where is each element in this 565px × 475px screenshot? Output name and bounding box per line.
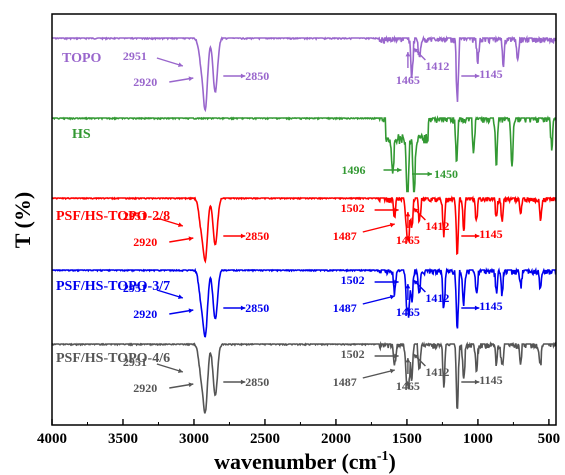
- peak-label-2-1: 2920: [133, 235, 157, 249]
- peak-label-0-4: 1412: [425, 59, 449, 73]
- peak-arrowhead-3-1: [188, 308, 194, 314]
- peak-label-3-3: 1502: [341, 273, 365, 287]
- series-label-0: TOPO: [62, 51, 102, 66]
- peak-arrowhead-2-6: [413, 208, 419, 213]
- x-axis-title-main: wavenumber (cm: [214, 449, 377, 474]
- peak-arrowhead-2-3: [394, 207, 399, 213]
- peak-arrowhead-3-3: [394, 279, 399, 285]
- peak-label-2-5: 1465: [396, 233, 420, 247]
- x-tick-label-3: 2500: [250, 431, 280, 447]
- peak-label-3-5: 1465: [396, 305, 420, 319]
- x-axis-title: wavenumber (cm-1): [214, 449, 396, 474]
- peak-label-0-1: 2920: [133, 75, 157, 89]
- peak-arrowhead-4-6: [188, 382, 194, 388]
- peak-label-4-3: 1412: [425, 365, 449, 379]
- peak-label-3-2: 2850: [245, 301, 269, 315]
- peak-arrow-3-0: [156, 289, 184, 299]
- peak-arrowhead-3-7: [474, 305, 480, 311]
- peak-label-0-5: 1145: [479, 67, 502, 81]
- peak-label-1-0: 1496: [342, 163, 366, 177]
- series-line-0: [51, 34, 557, 113]
- peak-label-2-4: 1487: [333, 229, 357, 243]
- peak-arrow-0-0: [156, 57, 184, 67]
- peak-arrowhead-3-4: [389, 294, 395, 300]
- peak-label-2-6: 1412: [425, 219, 449, 233]
- peak-arrowhead-0-1: [188, 76, 194, 82]
- peak-label-3-6: 1412: [425, 291, 449, 305]
- x-axis-title-close: ): [389, 449, 396, 474]
- peak-arrowhead-1-0: [397, 167, 402, 173]
- peak-label-4-6: 2920: [133, 381, 157, 395]
- x-tick-label-5: 1500: [392, 431, 422, 447]
- peak-label-4-5: 2951: [123, 355, 147, 369]
- x-tick-label-2: 3000: [179, 431, 209, 447]
- peak-arrowhead-2-5: [405, 212, 411, 217]
- peak-arrowhead-0-4: [413, 48, 419, 53]
- x-tick-label-6: 1000: [463, 431, 493, 447]
- series-label-1: HS: [72, 127, 91, 142]
- series-label-2: PSF/HS-TOPO-2/8: [56, 209, 170, 224]
- peak-label-2-0: 2951: [123, 209, 147, 223]
- peak-label-2-2: 2850: [245, 229, 269, 243]
- peak-label-0-2: 2850: [245, 69, 269, 83]
- label-layer: TOPO 2951 2920 2850 1465 1412 1145 HS 1496 1450 PS…: [56, 47, 503, 395]
- peak-label-0-0: 2951: [123, 49, 147, 63]
- plot-frame: [51, 13, 557, 426]
- series-layer: [51, 34, 557, 414]
- peak-arrowhead-4-1: [389, 368, 395, 374]
- peak-arrowhead-2-2: [240, 233, 246, 239]
- peak-arrow-2-0: [156, 217, 184, 227]
- peak-label-4-1: 1487: [333, 375, 357, 389]
- peak-arrowhead-0-2: [240, 73, 246, 79]
- peak-arrowhead-3-6: [413, 280, 419, 285]
- peak-arrowhead-0-5: [474, 73, 480, 79]
- peak-arrowhead-0-3: [405, 52, 411, 57]
- x-tick-label-1: 3500: [108, 431, 138, 447]
- peak-label-0-3: 1465: [396, 73, 420, 87]
- peak-arrow-4-1: [362, 369, 395, 379]
- series-line-2: [51, 195, 557, 264]
- peak-arrow-4-5: [156, 363, 184, 373]
- peak-arrowhead-2-7: [474, 233, 480, 239]
- y-axis-title: T (%): [10, 192, 35, 248]
- peak-label-3-4: 1487: [333, 301, 357, 315]
- peak-arrowhead-4-4: [474, 379, 480, 385]
- series-line-1: [51, 115, 556, 193]
- peak-arrowhead-4-2: [405, 358, 411, 363]
- peak-arrowhead-4-3: [413, 354, 419, 359]
- peak-arrowhead-3-5: [405, 284, 411, 289]
- series-label-3: PSF/HS-TOPO-3/7: [56, 279, 170, 294]
- peak-arrowhead-2-0: [178, 222, 183, 227]
- peak-label-4-0: 1502: [341, 347, 365, 361]
- peak-label-4-4: 1145: [479, 373, 502, 387]
- x-tick-label-4: 2000: [321, 431, 351, 447]
- series-line-3: [52, 266, 557, 338]
- peak-label-4-2: 1465: [396, 379, 420, 393]
- peak-arrow-2-4: [362, 223, 395, 233]
- x-axis: 4000 3500 3000 2500 2000 1500 1000 500: [37, 419, 560, 447]
- peak-arrowhead-4-5: [178, 368, 183, 373]
- peak-label-2-3: 1502: [341, 201, 365, 215]
- peak-label-3-0: 2951: [123, 281, 147, 295]
- peak-label-1-1: 1450: [434, 167, 458, 181]
- x-axis-title-superscript: -1: [377, 449, 389, 464]
- peak-label-4-7: 2850: [245, 375, 269, 389]
- peak-arrowhead-0-0: [178, 62, 183, 67]
- peak-arrowhead-4-0: [394, 353, 399, 359]
- x-tick-label-0: 4000: [37, 431, 67, 447]
- peak-arrowhead-1-1: [427, 171, 432, 177]
- peak-arrow-3-4: [362, 295, 395, 305]
- peak-arrowhead-3-0: [178, 294, 183, 299]
- peak-arrowhead-2-4: [389, 222, 395, 228]
- x-tick-label-7: 500: [538, 431, 561, 447]
- series-label-4: PSF/HS-TOPO-4/6: [56, 351, 170, 366]
- peak-arrowhead-4-7: [240, 379, 246, 385]
- peak-arrowhead-3-2: [240, 305, 246, 311]
- peak-label-2-7: 1145: [479, 227, 502, 241]
- peak-label-3-1: 2920: [133, 307, 157, 321]
- series-line-4: [51, 340, 557, 414]
- peak-label-3-7: 1145: [479, 299, 502, 313]
- peak-arrowhead-2-1: [188, 236, 194, 242]
